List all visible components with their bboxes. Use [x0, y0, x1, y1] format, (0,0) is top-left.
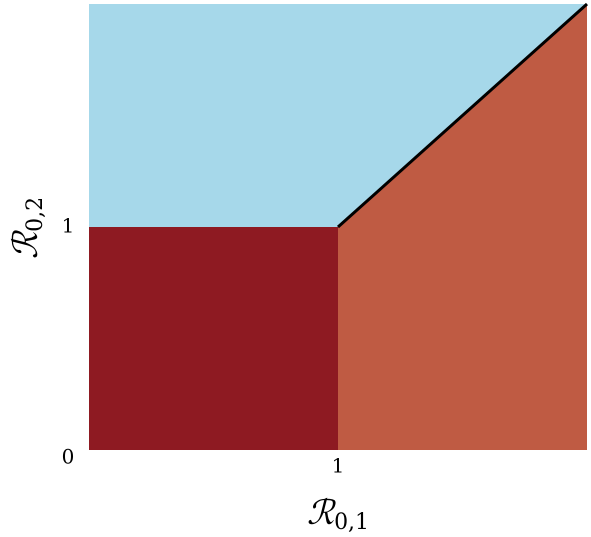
x-tick-label: 1	[332, 454, 345, 478]
x-label-symbol: ℛ	[307, 493, 337, 533]
region	[338, 4, 587, 450]
boundary-line	[336, 2, 589, 229]
y-tick-label: 0	[62, 445, 75, 469]
x-axis-label: ℛ0,1	[307, 493, 369, 535]
region	[89, 227, 338, 450]
y-label-symbol: ℛ	[6, 229, 46, 259]
region	[89, 4, 587, 227]
x-label-subscript: 0,1	[334, 510, 369, 535]
y-axis-label: ℛ0,2	[6, 197, 48, 259]
y-tick-label: 1	[62, 214, 75, 238]
y-label-subscript: 0,2	[23, 197, 48, 232]
